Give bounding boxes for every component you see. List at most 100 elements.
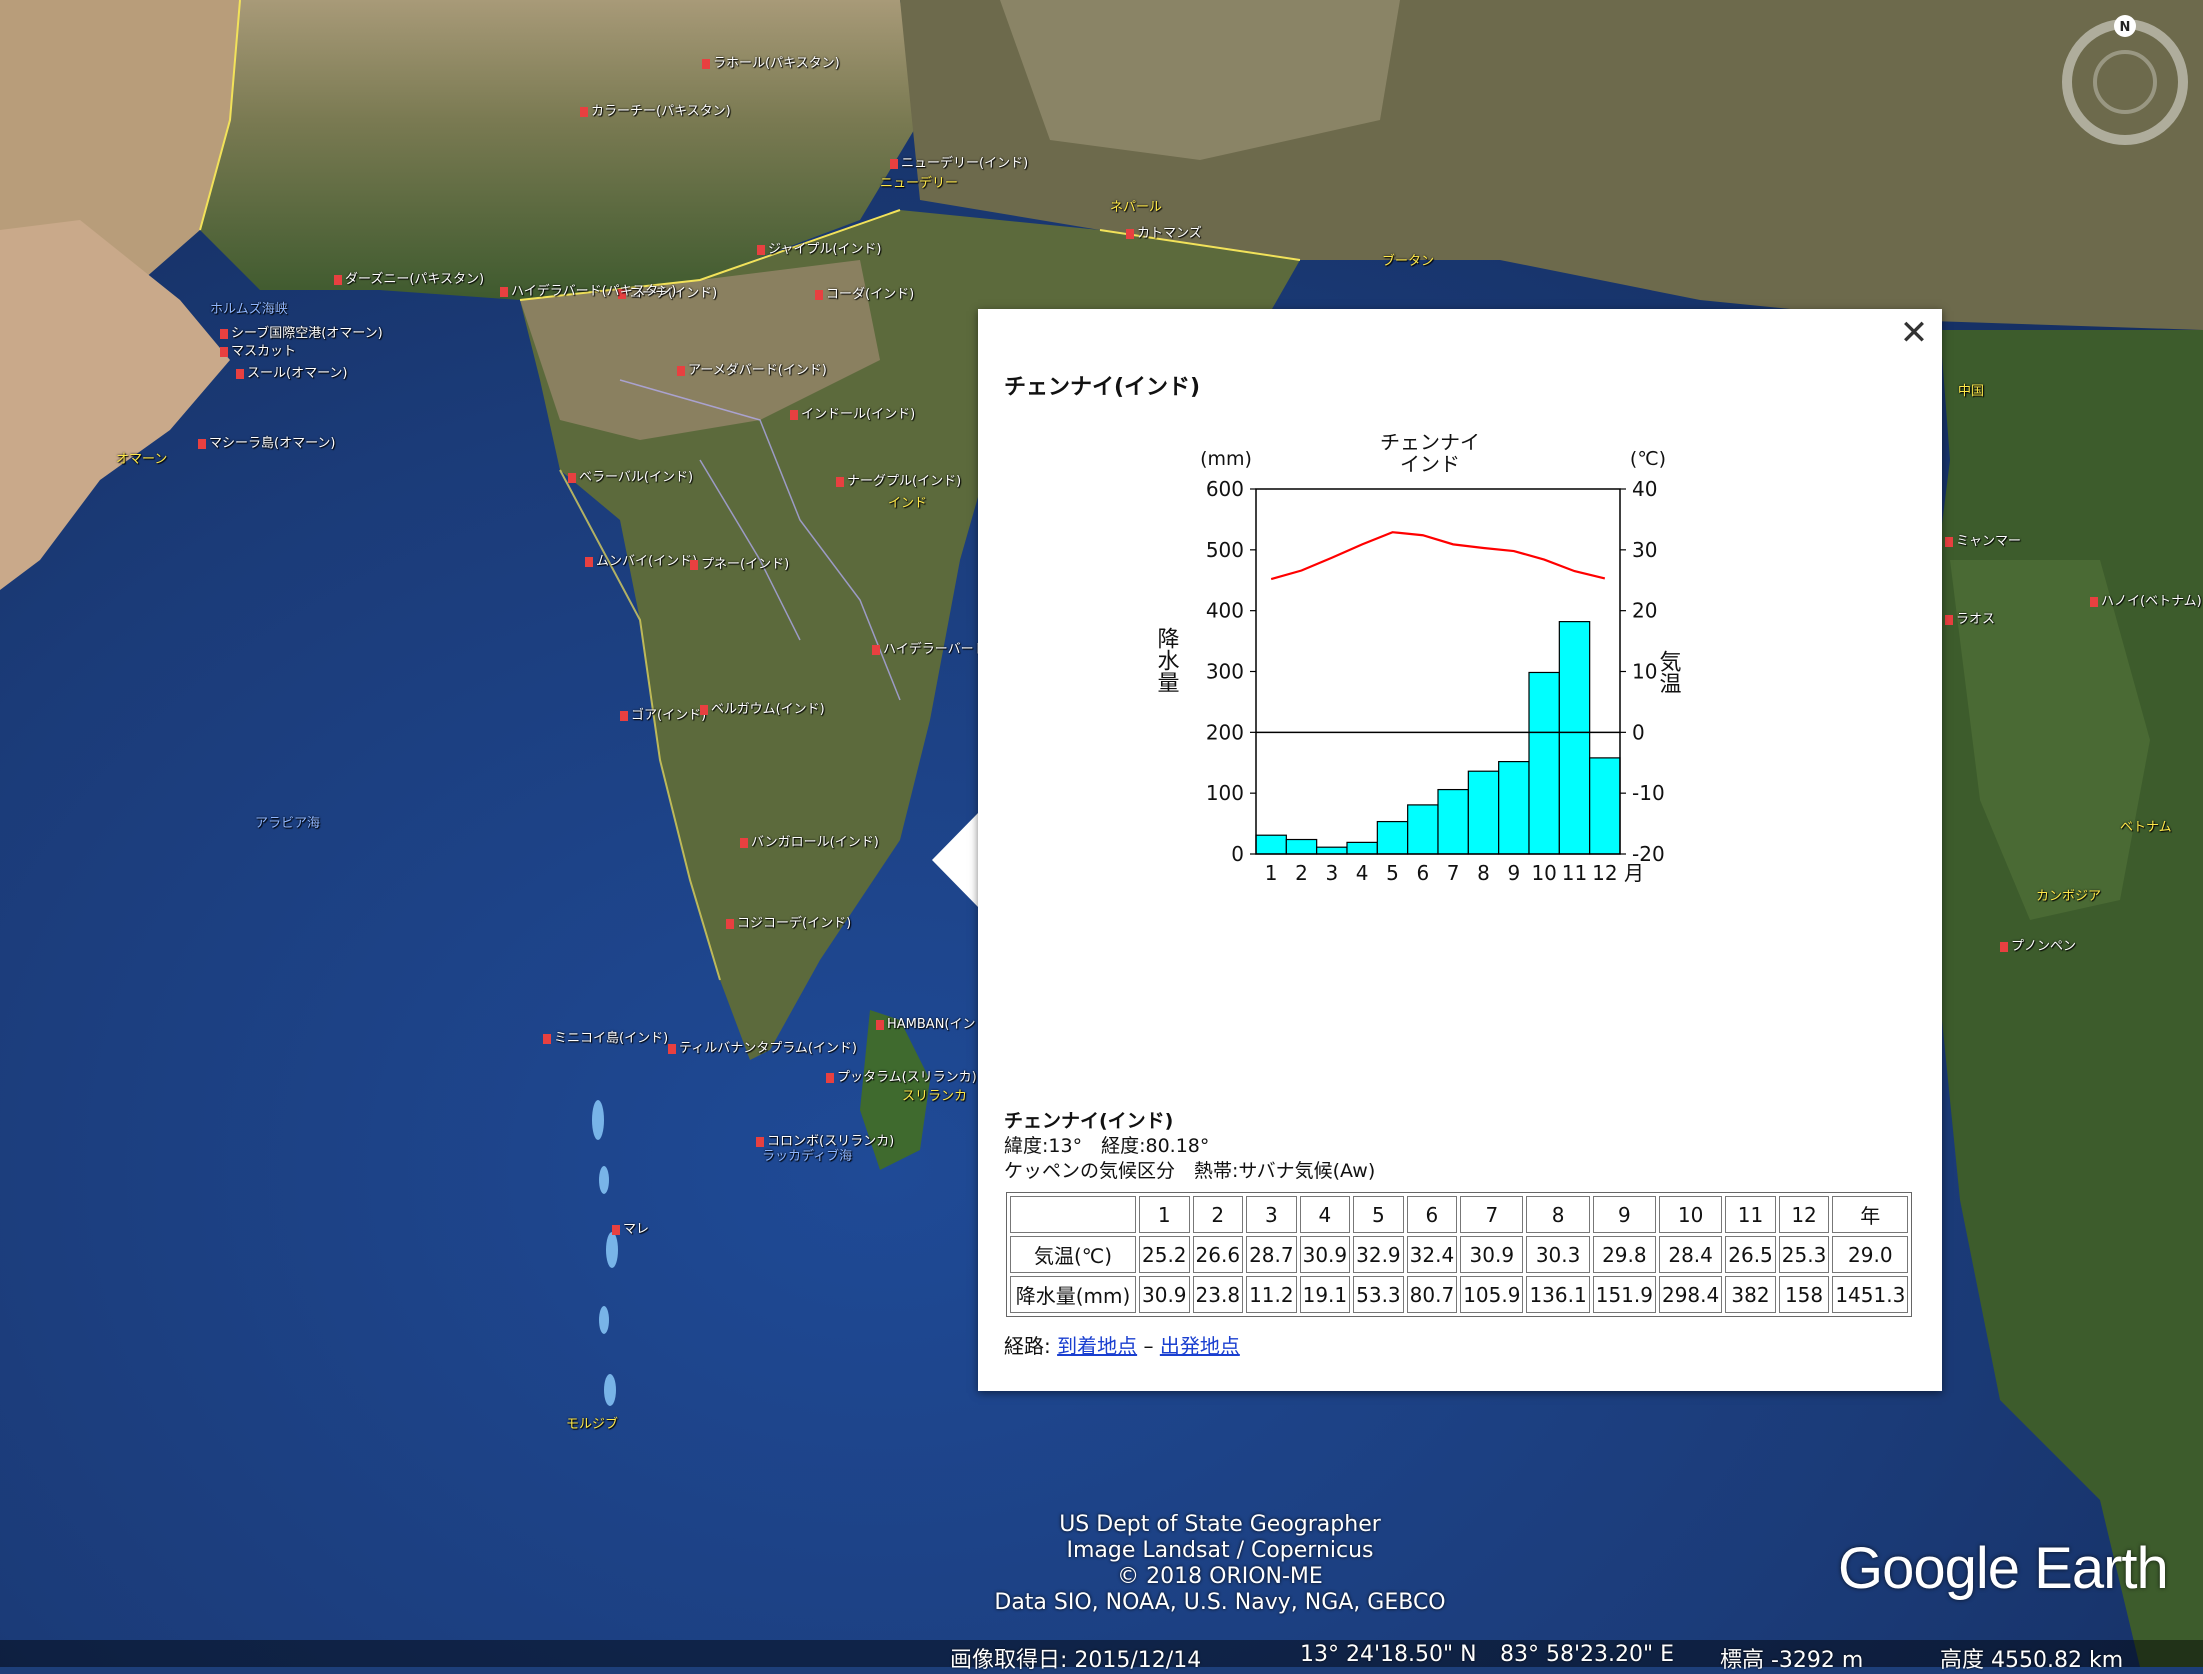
- map-place-label[interactable]: マスカット: [220, 340, 296, 359]
- map-place-label-text: ムンバイ(インド): [596, 554, 698, 569]
- map-place-label[interactable]: ティルバナンタプラム(インド): [668, 1037, 857, 1056]
- route-to-link[interactable]: 到着地点: [1057, 1334, 1138, 1358]
- map-place-label[interactable]: ホルムズ海峡: [210, 298, 288, 317]
- table-cell: 25.2: [1139, 1236, 1190, 1273]
- table-cell: 298.4: [1658, 1276, 1723, 1313]
- map-place-label-text: ベトナム: [2120, 820, 2172, 835]
- map-place-label[interactable]: ハイデラーバード: [872, 638, 987, 657]
- map-place-label[interactable]: ベトナム: [2120, 816, 2172, 835]
- map-place-label[interactable]: カラーチー(パキスタン): [580, 100, 731, 119]
- month-tick-label: 12: [1592, 861, 1617, 885]
- placemark-pin-icon: [618, 288, 626, 299]
- map-place-label[interactable]: ハイデラバード(パキスタン): [500, 280, 676, 299]
- map-place-label-text: マシーラ島(オマーン): [209, 436, 336, 451]
- placemark-pin-icon: [500, 286, 508, 297]
- table-cell: 23.8: [1192, 1276, 1244, 1313]
- map-place-label[interactable]: ベルガウム(インド): [700, 698, 825, 717]
- map-place-label[interactable]: ネパール: [1110, 196, 1162, 215]
- map-place-label[interactable]: スール(オマーン): [236, 362, 348, 381]
- route-from-link[interactable]: 出発地点: [1159, 1334, 1240, 1358]
- table-cell: 30.9: [1460, 1236, 1524, 1273]
- placemark-pin-icon: [876, 1019, 884, 1030]
- map-place-label[interactable]: ラホール(パキスタン): [702, 52, 840, 71]
- map-place-label[interactable]: インド: [888, 492, 927, 511]
- map-place-label[interactable]: コーダ(インド): [815, 283, 914, 302]
- map-place-label[interactable]: ニューデリー(インド): [890, 152, 1028, 171]
- precip-bar: [1589, 757, 1621, 855]
- map-place-label[interactable]: ベラーバル(インド): [568, 466, 693, 485]
- map-place-label[interactable]: スリランカ: [902, 1085, 967, 1104]
- table-header-cell: 12: [1778, 1196, 1830, 1233]
- map-attribution: US Dept of State Geographer Image Landsa…: [870, 1512, 1570, 1616]
- month-tick-label: 11: [1562, 861, 1587, 885]
- map-place-label[interactable]: ラッカディブ海: [762, 1145, 852, 1164]
- table-cell: 28.7: [1246, 1236, 1297, 1273]
- table-header-row: 1 2 3 4 5 6 7 8 9 10 11 12 年: [1010, 1196, 1909, 1233]
- latitude-readout: 13° 24'18.50" N: [1300, 1642, 1477, 1667]
- map-place-label[interactable]: コーチ(インド): [618, 282, 717, 301]
- placemark-pin-icon: [700, 704, 708, 715]
- right-axis-tick-label: 40: [1632, 477, 1657, 501]
- map-place-label-text: ネパール: [1110, 200, 1163, 215]
- table-header-cell: 5: [1353, 1196, 1404, 1233]
- placemark-pin-icon: [620, 710, 628, 721]
- map-place-label[interactable]: マレ: [612, 1218, 649, 1237]
- map-place-label[interactable]: ラオス: [1945, 608, 1995, 627]
- map-place-label[interactable]: ハノイ(ベトナム): [2090, 590, 2202, 609]
- left-axis-tick-label: 100: [1206, 781, 1244, 805]
- left-axis-tick-label: 200: [1206, 720, 1244, 744]
- right-axis-tick-label: -10: [1632, 781, 1665, 805]
- map-place-label[interactable]: ジャイプル(インド): [757, 238, 882, 257]
- map-place-label-text: コジコーデ(インド): [737, 916, 852, 931]
- map-place-label-text: ハノイ(ベトナム): [2101, 594, 2202, 609]
- placemark-pin-icon: [1126, 228, 1134, 239]
- table-header-cell: 1: [1139, 1196, 1190, 1233]
- compass-icon[interactable]: N: [2055, 12, 2195, 152]
- map-place-label[interactable]: ムンバイ(インド): [585, 550, 697, 569]
- right-axis-tick-label: 0: [1632, 720, 1645, 744]
- map-place-label-text: プッタラム(スリランカ): [837, 1070, 977, 1085]
- map-place-label[interactable]: プネー(インド): [690, 553, 789, 572]
- map-place-label[interactable]: ブータン: [1382, 250, 1434, 269]
- month-tick-label: 8: [1477, 861, 1490, 885]
- map-place-label[interactable]: マシーラ島(オマーン): [198, 432, 336, 451]
- map-place-label[interactable]: アーメダバード(インド): [677, 359, 827, 378]
- precip-bar: [1558, 621, 1591, 855]
- table-header-cell: 6: [1406, 1196, 1458, 1233]
- map-place-label[interactable]: カトマンズ: [1126, 222, 1202, 241]
- close-button[interactable]: ✕: [1899, 313, 1929, 353]
- map-place-label[interactable]: モルジブ: [566, 1413, 618, 1432]
- map-place-label[interactable]: アラビア海: [255, 812, 320, 831]
- map-place-label-text: ニューデリー: [880, 176, 959, 191]
- placemark-pin-icon: [543, 1033, 551, 1044]
- map-place-label-text: ホルムズ海峡: [210, 302, 288, 317]
- map-place-label[interactable]: プノンペン: [2000, 935, 2076, 954]
- map-place-label[interactable]: 中国: [1958, 380, 1984, 399]
- table-header-cell: 2: [1192, 1196, 1244, 1233]
- month-tick-label: 10: [1531, 861, 1556, 885]
- map-place-label[interactable]: ゴア(インド): [620, 704, 706, 723]
- precip-bar: [1407, 804, 1439, 855]
- map-place-label[interactable]: ニューデリー: [880, 172, 958, 191]
- map-place-label[interactable]: ミャンマー: [1945, 530, 2021, 549]
- map-place-label-text: ナーグプル(インド): [847, 474, 962, 489]
- route-label: 経路:: [1004, 1334, 1058, 1358]
- month-tick-label: 1: [1265, 861, 1278, 885]
- placemark-pin-icon: [220, 346, 228, 357]
- map-place-label[interactable]: オマーン: [116, 448, 167, 467]
- map-place-label[interactable]: ダーズニー(パキスタン): [334, 268, 484, 287]
- map-place-label[interactable]: カンボジア: [2036, 885, 2101, 904]
- climate-table: 1 2 3 4 5 6 7 8 9 10 11 12 年気温(℃) 25.2 26.6 28.7 30.9 32.…: [1006, 1192, 1913, 1317]
- map-place-label[interactable]: HAMBAN(イン: [876, 1013, 976, 1032]
- map-place-label[interactable]: バンガロール(インド): [740, 831, 879, 850]
- table-row-label: 降水量(mm): [1010, 1276, 1136, 1313]
- map-place-label[interactable]: コロンボ(スリランカ): [756, 1130, 894, 1149]
- table-cell: 158: [1778, 1276, 1830, 1313]
- map-place-label[interactable]: ナーグプル(インド): [836, 470, 961, 489]
- svg-text:N: N: [2120, 20, 2131, 35]
- map-place-label[interactable]: シーブ国際空港(オマーン): [220, 322, 383, 341]
- map-place-label[interactable]: ミニコイ島(インド): [543, 1027, 668, 1046]
- map-place-label[interactable]: プッタラム(スリランカ): [826, 1066, 977, 1085]
- map-place-label[interactable]: インドール(インド): [790, 403, 915, 422]
- map-place-label[interactable]: コジコーデ(インド): [726, 912, 851, 931]
